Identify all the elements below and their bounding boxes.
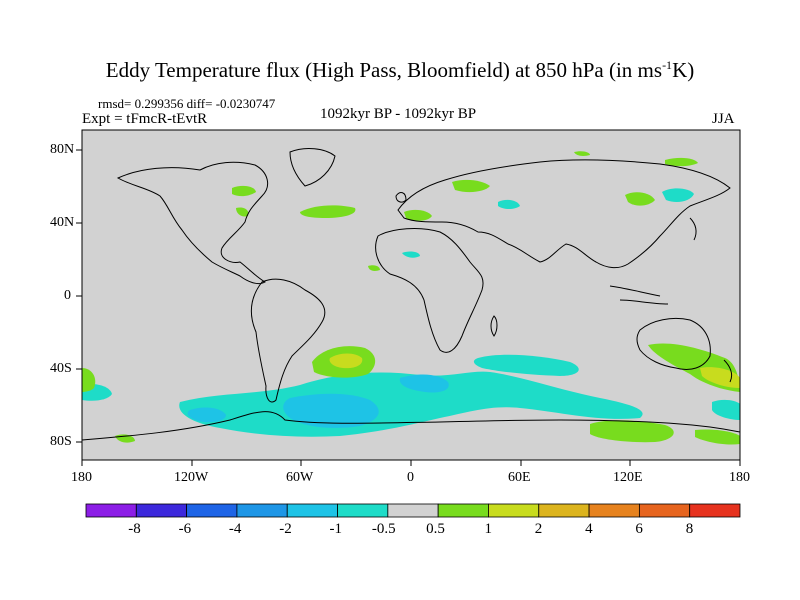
colorbar-swatch: [337, 503, 389, 518]
colorbar-swatch: [437, 503, 489, 518]
colorbar-label: 0.5: [426, 521, 445, 537]
colorbar-label: -2: [279, 521, 292, 537]
colorbar-label: 1: [484, 521, 492, 537]
flux-anomaly-fields: [82, 151, 740, 445]
madagascar-coast: [490, 315, 498, 337]
lon-label: 180: [729, 470, 750, 485]
europe-east-negative-region: [498, 199, 520, 209]
antarctic-indian-positive-region: [590, 420, 674, 443]
south-australia-negative-region: [712, 399, 740, 420]
pacific-west-edge-positive-region: [82, 368, 96, 392]
colorbar-label: -1: [329, 521, 343, 537]
period-label: 1092kyr BP - 1092kyr BP: [320, 106, 477, 122]
colorbar-swatch: [638, 503, 691, 518]
antarctica-coast: [82, 411, 740, 441]
colorbar-swatch: [538, 503, 590, 518]
colorbar-swatch: [85, 503, 137, 518]
north-atlantic-positive-region: [300, 205, 356, 218]
lon-label: 180: [71, 470, 92, 485]
eurasia-coast: [397, 159, 731, 269]
lon-label: 120E: [613, 470, 643, 485]
colorbar-label: 6: [635, 521, 643, 537]
lon-label: 60E: [508, 470, 531, 485]
uk-coast: [395, 192, 407, 203]
colorbar-label: -8: [128, 521, 141, 537]
south-pacific-core-region: [187, 407, 226, 423]
lat-label: 40N: [50, 215, 75, 230]
colorbar: [85, 503, 741, 518]
africa-coast: [375, 228, 484, 353]
colorbar-swatch: [488, 503, 540, 518]
lat-label: 80S: [50, 434, 72, 449]
colorbar-swatch: [689, 503, 741, 518]
siberia-positive-region: [625, 192, 655, 206]
arctic-positive-region: [574, 151, 590, 156]
colorbar-label: 4: [585, 521, 593, 537]
newfoundland-positive-region: [236, 207, 249, 217]
colorbar-swatch: [387, 503, 439, 518]
axis-ticks: [76, 149, 741, 466]
australia-coast: [636, 317, 711, 370]
colorbar-label: -0.5: [371, 521, 396, 537]
lat-label: 40S: [50, 361, 72, 376]
japan-coast: [689, 217, 697, 241]
lon-label: 120W: [174, 470, 209, 485]
southern-ocean-core-region: [283, 393, 379, 428]
north-america-coast: [116, 161, 269, 285]
coastlines: [82, 148, 740, 441]
lat-label: 80N: [50, 142, 75, 157]
rmsd-diff-label: rmsd= 0.299356 diff= -0.0230747: [98, 96, 276, 111]
colorbar-swatch: [236, 503, 288, 518]
colorbar-swatch: [588, 503, 640, 518]
indonesia-coast: [609, 285, 669, 305]
australia-east-strong-region: [700, 367, 740, 388]
greenland-coast: [289, 148, 336, 187]
lat-label: 0: [64, 288, 71, 303]
new-zealand-coast: [723, 359, 733, 383]
arctic-east-positive-region: [665, 157, 698, 167]
chart-title: Eddy Temperature flux (High Pass, Bloomf…: [105, 58, 695, 82]
south-america-coast: [251, 278, 326, 403]
north-pacific-negative-region: [662, 188, 694, 202]
colorbar-label: 2: [534, 521, 543, 537]
colorbar-swatch: [186, 503, 238, 518]
hudson-positive-region: [232, 185, 256, 197]
experiment-label: Expt = tFmcR-tEvtR: [82, 111, 208, 127]
colorbar-label: -6: [178, 521, 192, 537]
indian-ocean-negative-region: [473, 354, 579, 376]
colorbar-label: -4: [228, 521, 242, 537]
colorbar-label: 8: [685, 521, 694, 537]
colorbar-swatch: [135, 503, 188, 518]
south-atlantic-strong-region: [329, 353, 363, 369]
south-atlantic-core-region: [399, 374, 449, 393]
africa-west-negative-region: [402, 251, 420, 258]
colorbar-swatch: [286, 503, 338, 518]
atlantic-small-positive-region: [368, 265, 380, 271]
antarctic-coast-positive-region: [695, 429, 740, 445]
season-label: JJA: [712, 111, 735, 127]
lon-label: 0: [407, 470, 414, 485]
europe-positive-region: [404, 209, 432, 221]
scandinavia-positive-region: [452, 179, 490, 193]
lon-label: 60W: [286, 470, 314, 485]
